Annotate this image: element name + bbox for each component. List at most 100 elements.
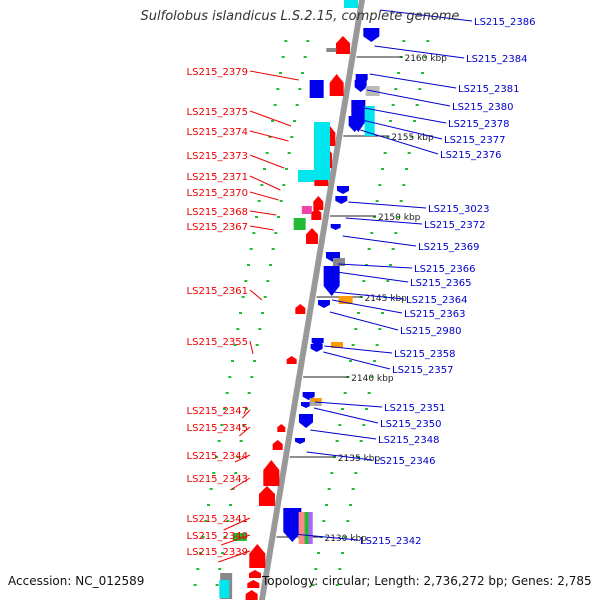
right-gene-label: LS215_2357 xyxy=(392,365,453,376)
outer-right-track-tick xyxy=(364,408,368,410)
inner-left-track-tick xyxy=(239,440,243,442)
outer-right-track-tick xyxy=(404,168,408,170)
forward-gene xyxy=(263,460,280,486)
right-gene-label: LS215_2980 xyxy=(400,326,461,337)
cyan-gene xyxy=(297,170,314,182)
reverse-gene xyxy=(298,414,313,428)
outer-left-track-tick xyxy=(268,136,272,138)
multicolor-gene xyxy=(304,512,309,544)
reverse-gene xyxy=(323,266,340,296)
outer-left-track-tick xyxy=(230,360,234,362)
forward-gene xyxy=(248,570,261,578)
outer-right-track-tick xyxy=(399,200,403,202)
right-gene-label: LS215_2369 xyxy=(418,242,479,253)
forward-gene xyxy=(329,74,344,96)
cyan-gene xyxy=(313,122,330,180)
forward-gene xyxy=(305,228,318,244)
outer-left-track-tick xyxy=(249,248,253,250)
inner-right-track-tick xyxy=(324,504,328,506)
right-gene-label: LS215_2363 xyxy=(404,309,465,320)
outer-right-track-tick xyxy=(394,232,398,234)
left-gene-label: LS215_2371 xyxy=(187,172,248,183)
kbp-label: 2145 kbp xyxy=(364,294,407,304)
right-leader-line xyxy=(329,311,399,331)
inner-right-track-tick xyxy=(367,248,371,250)
reverse-gene xyxy=(336,186,349,194)
outer-right-track-tick xyxy=(407,152,411,154)
outer-left-track-tick xyxy=(270,120,274,122)
right-leader-line xyxy=(333,291,405,300)
inner-left-track-tick xyxy=(274,232,278,234)
forward-gene xyxy=(277,424,286,432)
outer-left-track-tick xyxy=(238,312,242,314)
reverse-gene xyxy=(294,438,305,444)
left-leader-line xyxy=(241,409,251,419)
left-gene-label: LS215_2370 xyxy=(187,188,248,199)
outer-right-track-tick xyxy=(426,40,430,42)
outer-right-track-tick xyxy=(372,360,376,362)
left-gene-label: LS215_2340 xyxy=(187,531,248,542)
inner-right-track-tick xyxy=(394,88,398,90)
outer-left-track-tick xyxy=(198,552,202,554)
outer-left-track-tick xyxy=(281,56,285,58)
reverse-gene xyxy=(283,508,302,542)
right-gene-label: LS215_2381 xyxy=(458,84,519,95)
outer-left-track-tick xyxy=(265,152,269,154)
left-gene-label: LS215_2361 xyxy=(187,286,248,297)
right-leader-line xyxy=(337,263,413,269)
right-leader-line xyxy=(374,45,465,59)
inner-right-track-tick xyxy=(351,344,355,346)
kbp-label: 2135 kbp xyxy=(338,454,381,464)
inner-left-track-tick xyxy=(298,88,302,90)
outer-left-track-tick xyxy=(209,488,213,490)
right-leader-line xyxy=(361,119,443,140)
outer-right-track-tick xyxy=(359,440,363,442)
right-gene-label: LS215_2378 xyxy=(448,119,509,130)
left-gene-label: LS215_2343 xyxy=(187,474,248,485)
inner-left-track-tick xyxy=(228,504,232,506)
outer-left-track-tick xyxy=(254,216,258,218)
inner-right-track-tick xyxy=(378,184,382,186)
reverse-gene xyxy=(363,28,380,42)
outer-right-track-tick xyxy=(343,536,347,538)
outer-right-track-tick xyxy=(346,520,350,522)
reverse-gene-left xyxy=(309,80,324,98)
inner-right-track-tick xyxy=(396,72,400,74)
right-gene-label: LS215_3023 xyxy=(428,204,489,215)
reverse-gene xyxy=(310,344,323,352)
left-leader-line xyxy=(249,154,285,169)
outer-left-track-tick xyxy=(260,184,264,186)
inner-left-track-tick xyxy=(255,344,259,346)
right-gene-label: LS215_2366 xyxy=(414,264,475,275)
outer-left-track-tick xyxy=(214,456,218,458)
right-gene-label: LS215_2386 xyxy=(474,17,535,28)
outer-right-track-tick xyxy=(423,56,427,58)
reverse-gene xyxy=(300,402,311,408)
right-leader-line xyxy=(360,129,439,155)
inner-right-track-tick xyxy=(383,152,387,154)
outer-right-track-tick xyxy=(402,184,406,186)
outer-right-track-tick xyxy=(415,104,419,106)
outer-left-track-tick xyxy=(278,72,282,74)
right-gene-label: LS215_2372 xyxy=(424,220,485,231)
outer-left-track-tick xyxy=(204,520,208,522)
inner-right-track-tick xyxy=(340,408,344,410)
green-gene xyxy=(293,218,306,230)
left-leader-line xyxy=(249,110,292,127)
inner-left-track-tick xyxy=(258,328,262,330)
right-leader-line xyxy=(310,429,377,440)
right-gene-label: LS215_2350 xyxy=(380,419,441,430)
inner-right-track-tick xyxy=(362,280,366,282)
outer-left-track-tick xyxy=(217,440,221,442)
reverse-gene xyxy=(335,196,348,204)
genome-title: Sulfolobus islandicus L.S.2.15, complete… xyxy=(140,9,460,24)
inner-left-track-tick xyxy=(292,120,296,122)
reverse-gene xyxy=(330,224,341,230)
inner-left-track-tick xyxy=(223,536,227,538)
inner-left-track-tick xyxy=(279,200,283,202)
outer-right-track-tick xyxy=(388,264,392,266)
inner-right-track-tick xyxy=(372,216,376,218)
right-gene-label: LS215_2351 xyxy=(384,403,445,414)
